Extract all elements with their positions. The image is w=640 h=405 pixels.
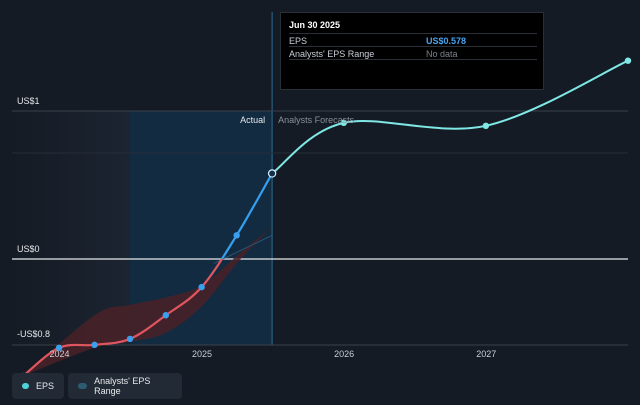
- x-tick-label: 2025: [192, 349, 212, 359]
- tooltip-date: Jun 30 2025: [289, 20, 341, 30]
- y-tick-label: US$0: [17, 244, 40, 254]
- tooltip-eps-label: EPS: [289, 36, 308, 46]
- eps-point: [91, 341, 98, 349]
- eps-point: [233, 232, 240, 239]
- tooltip-row-eps: EPS US$0.578: [289, 33, 537, 46]
- range-legend-dot-icon: [78, 383, 88, 389]
- analysts-eps-range-band: [23, 226, 273, 376]
- y-tick-label: US$1: [17, 96, 40, 106]
- eps-highlight-point: [267, 169, 277, 178]
- eps-range-band: [23, 226, 273, 376]
- actual-region-label: Actual: [240, 115, 265, 125]
- eps-point: [198, 283, 205, 291]
- eps-point: [162, 312, 170, 319]
- chart-background: [12, 12, 273, 345]
- x-tick-label: 2024: [49, 349, 69, 359]
- eps-tooltip: Jun 30 2025 EPS US$0.578 Analysts' EPS R…: [280, 12, 544, 90]
- legend-range-button[interactable]: Analysts' EPS Range: [68, 373, 182, 399]
- tooltip-range-label: Analysts' EPS Range: [289, 49, 375, 59]
- forecast-point: [340, 119, 347, 127]
- legend-eps-button[interactable]: EPS: [12, 373, 64, 399]
- forecast-region-label: Analysts Forecasts: [278, 115, 355, 125]
- eps-point: [126, 335, 134, 343]
- chart-labels: US$1 US$0 -US$0.8 2024 2025 2026 2027 Actual Ana…: [17, 96, 496, 359]
- eps-points: [20, 57, 632, 380]
- eps-point: [55, 344, 63, 351]
- past-period-shading: [12, 111, 130, 345]
- tooltip-row-range: Analysts' EPS Range No data: [289, 46, 537, 60]
- x-tick-label: 2026: [334, 349, 354, 359]
- eps-line-negative: [22, 259, 224, 377]
- forecast-line: [271, 59, 629, 175]
- range-band-edge: [213, 234, 273, 264]
- tooltip-eps-value: US$0.578: [426, 36, 467, 46]
- forecast-point: [624, 57, 632, 64]
- legend-range-label: Analysts' EPS Range: [94, 376, 151, 396]
- x-tick-label: 2027: [476, 349, 496, 359]
- forecast-point: [482, 122, 490, 129]
- chart-gridlines: [12, 110, 628, 346]
- legend-eps-label: EPS: [35, 381, 54, 391]
- eps-legend-dot-icon: [22, 383, 29, 389]
- y-tick-label: -US$0.8: [17, 329, 50, 339]
- tooltip-range-value: No data: [426, 49, 458, 59]
